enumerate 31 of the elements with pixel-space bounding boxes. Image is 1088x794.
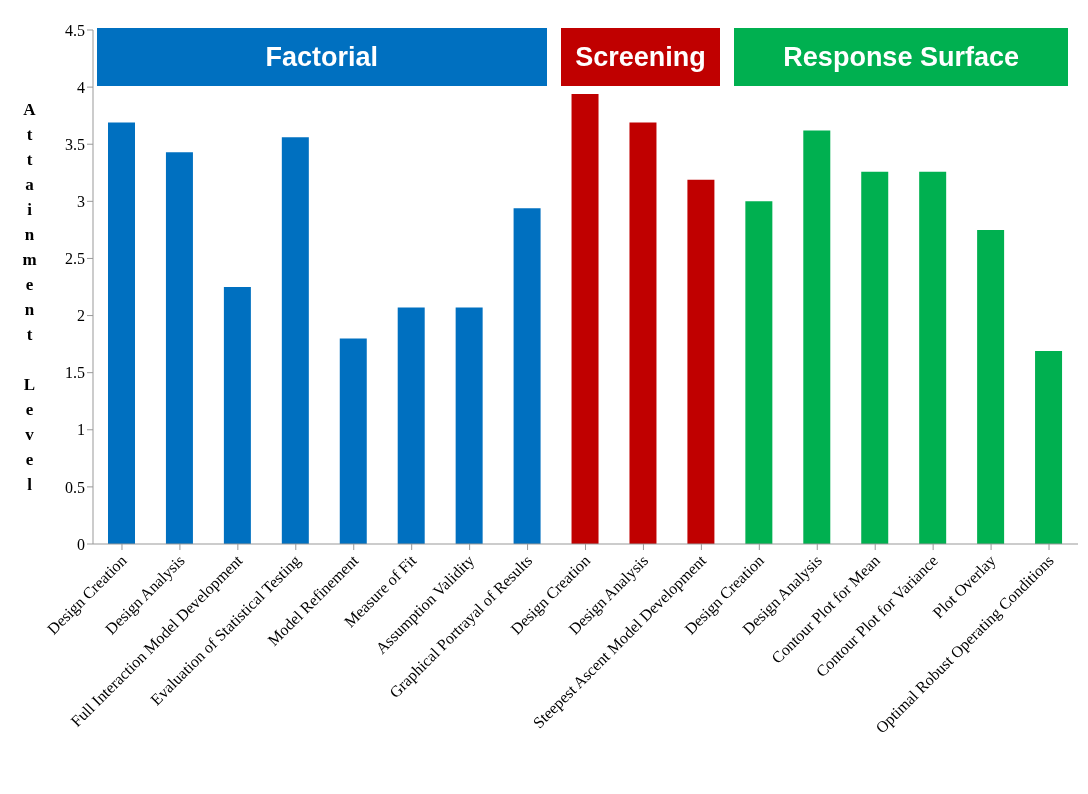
y-axis-title: Attainment Level <box>19 100 40 500</box>
bar <box>513 208 541 544</box>
y-tick-label: 1.5 <box>65 364 85 382</box>
y-tick-label: 0.5 <box>65 478 85 496</box>
bar <box>861 171 889 544</box>
header-banner: Response Surface <box>734 28 1068 86</box>
bar <box>397 307 425 544</box>
bar <box>745 201 773 544</box>
y-tick-label: 3 <box>77 193 85 211</box>
bar <box>919 171 947 544</box>
bar <box>629 122 657 544</box>
y-tick-label: 4.5 <box>65 21 85 39</box>
bar <box>108 122 135 544</box>
y-tick-label: 2.5 <box>65 250 85 268</box>
bar <box>339 338 367 544</box>
bar <box>223 287 251 544</box>
header-banner: Factorial <box>97 28 547 86</box>
bar <box>455 307 483 544</box>
y-tick-label: 0 <box>77 535 85 553</box>
bar <box>281 137 309 544</box>
y-tick-label: 1 <box>77 421 85 439</box>
y-tick-label: 2 <box>77 307 85 325</box>
bar <box>1035 350 1063 544</box>
bar <box>165 152 193 544</box>
bar <box>571 93 599 544</box>
bar <box>803 130 831 544</box>
bar <box>977 229 1005 544</box>
header-banner: Screening <box>560 28 721 86</box>
y-tick-label: 4 <box>77 78 85 96</box>
y-tick-label: 3.5 <box>65 135 85 153</box>
bar <box>687 179 715 544</box>
